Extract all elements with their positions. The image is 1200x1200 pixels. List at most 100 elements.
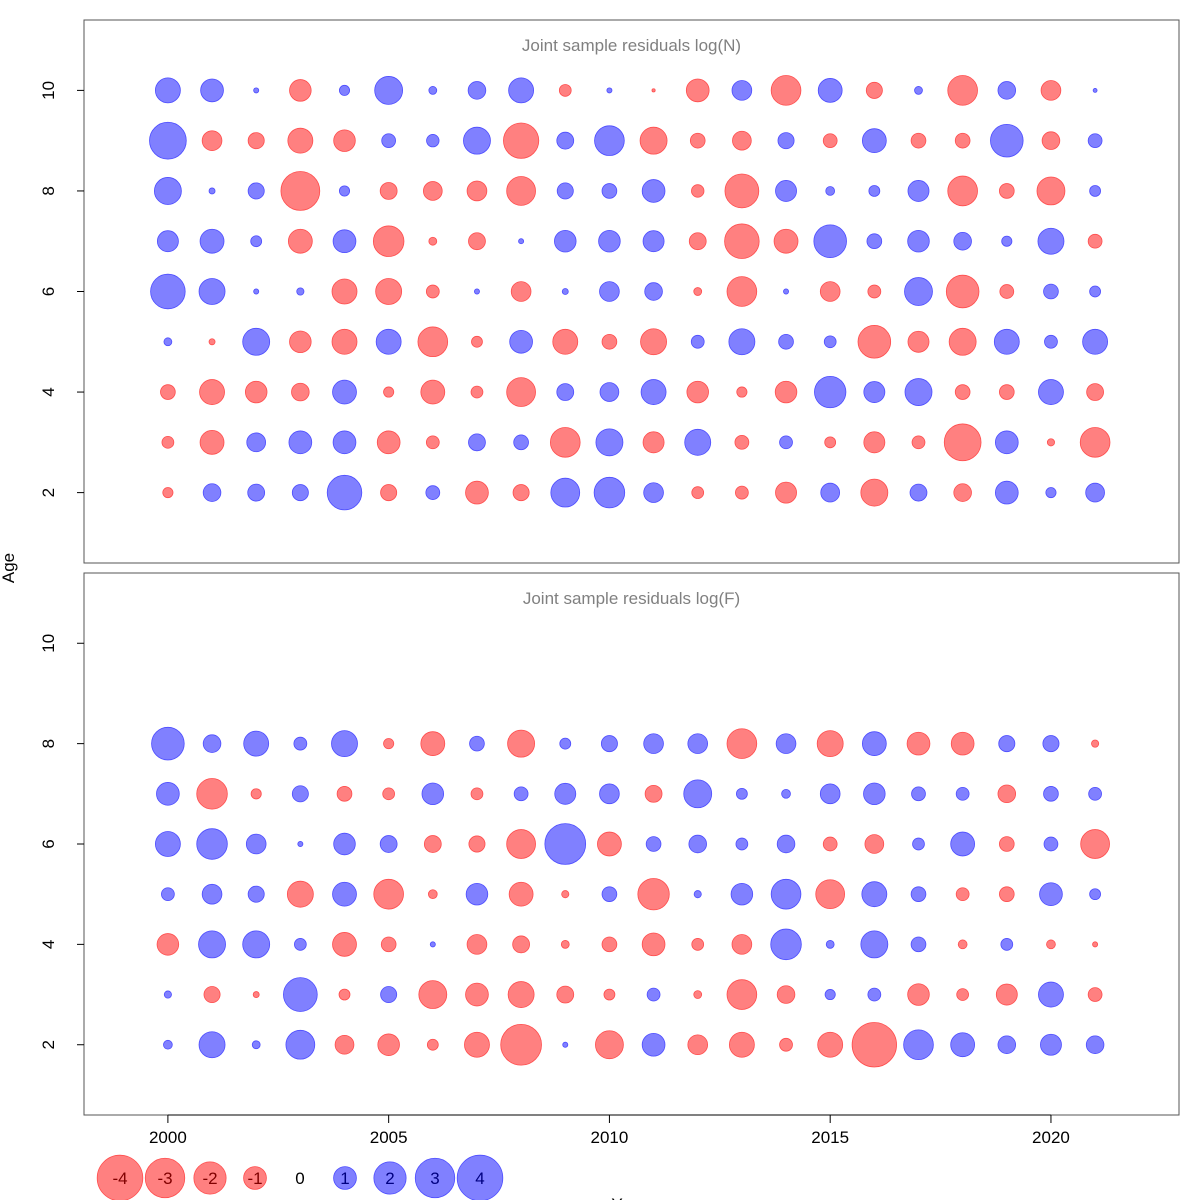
bubble-positive [998, 735, 1016, 753]
bubble-negative [865, 81, 883, 99]
bubble-negative [247, 132, 265, 150]
bubble-positive [513, 434, 529, 451]
bubble-negative [196, 778, 228, 810]
bubble-negative [770, 75, 802, 106]
bubble-negative [420, 379, 446, 405]
bubble-negative [644, 784, 663, 803]
bubble-negative [943, 423, 982, 462]
bubble-negative [776, 985, 796, 1004]
legend-label: 4 [475, 1169, 484, 1188]
bubble-negative [693, 287, 703, 296]
legend-label: -4 [112, 1169, 127, 1188]
bubble-positive [646, 987, 661, 1002]
bubble-positive [863, 381, 886, 403]
bubble-positive [469, 735, 485, 752]
bubble-negative [503, 122, 540, 159]
bubble-positive [375, 328, 402, 355]
bubble-negative [726, 728, 758, 759]
bubble-positive [561, 288, 569, 295]
bubble-negative [427, 889, 438, 900]
x-tick-label: 2010 [591, 1128, 629, 1147]
bubble-positive [247, 885, 265, 903]
bubble-positive [643, 733, 664, 754]
bubble-positive [251, 1040, 261, 1050]
bubble-positive [990, 123, 1024, 158]
bubble-negative [907, 983, 930, 1006]
bubble-positive [156, 782, 180, 806]
bubble-positive [1045, 487, 1057, 499]
bubble-positive [253, 87, 260, 94]
bubble-negative [383, 386, 395, 398]
bubble-positive [285, 1029, 316, 1060]
bubble-negative [851, 1022, 897, 1068]
y-tick-label: 2 [39, 1040, 58, 1049]
bubble-positive [1043, 786, 1059, 802]
bubble-positive [690, 334, 705, 349]
bubble-negative [860, 478, 889, 507]
bubble-negative [291, 382, 310, 402]
bubble-negative [867, 284, 882, 299]
bubble-positive [820, 482, 840, 503]
bubble-positive [426, 134, 440, 148]
bubble-positive [595, 428, 624, 457]
y-tick-label: 6 [39, 287, 58, 296]
bubble-positive [1043, 836, 1059, 852]
bubble-negative [380, 484, 398, 502]
bubble-negative [956, 988, 969, 1001]
bubble-negative [506, 176, 536, 206]
bubble-negative [774, 380, 798, 404]
bubble-positive [242, 327, 271, 356]
bubble-negative [906, 731, 931, 756]
bubble-positive [728, 328, 756, 356]
bubble-positive [474, 288, 480, 295]
bubble-negative [726, 979, 758, 1010]
bubble-negative [999, 836, 1015, 852]
bubble-positive [601, 183, 618, 199]
bubble-positive [904, 378, 933, 406]
panel-title: Joint sample residuals log(F) [523, 589, 740, 608]
bubble-positive [1082, 328, 1108, 355]
bubble-negative [199, 429, 225, 455]
bubble-negative [1087, 987, 1103, 1002]
legend-bubble [414, 1157, 456, 1199]
bubble-negative [203, 986, 221, 1004]
bubble-positive [736, 787, 748, 800]
bubble-negative [379, 182, 398, 200]
bubble-positive [783, 288, 789, 295]
bubble-negative [375, 278, 403, 305]
bubble-positive [904, 277, 933, 306]
bubble-positive [861, 731, 887, 756]
y-tick-label: 6 [39, 839, 58, 848]
bubble-positive [779, 435, 793, 450]
bubble-negative [331, 328, 358, 355]
bubble-negative [691, 184, 705, 198]
bubble-positive [333, 832, 356, 856]
bubble-negative [334, 1034, 355, 1055]
bubble-positive [556, 182, 574, 200]
bubble-positive [513, 786, 529, 802]
bubble-positive [556, 383, 575, 401]
bubble-negative [686, 380, 709, 404]
bubble-positive [288, 430, 313, 455]
bubble-positive [198, 1031, 226, 1059]
bubble-negative [512, 484, 530, 502]
bubble-positive [200, 78, 224, 103]
bubble-positive [1040, 1033, 1062, 1056]
bubble-positive [910, 936, 927, 953]
bubble-negative [156, 933, 180, 956]
bubble-negative [425, 435, 440, 450]
bubble-negative [734, 434, 750, 450]
bubble-positive [684, 428, 712, 456]
bubble-negative [208, 338, 216, 346]
bubble-negative [597, 831, 622, 857]
x-axis-title: Y [611, 1195, 622, 1200]
bubble-positive [332, 430, 357, 455]
bubble-negative [728, 1031, 755, 1058]
bubble-positive [196, 828, 228, 860]
bubble-negative [911, 435, 926, 450]
bubble-negative [997, 784, 1017, 804]
bubble-positive [735, 837, 749, 851]
bubble-positive [149, 121, 187, 160]
bubble-negative [510, 281, 532, 302]
bubble-negative [775, 481, 797, 504]
